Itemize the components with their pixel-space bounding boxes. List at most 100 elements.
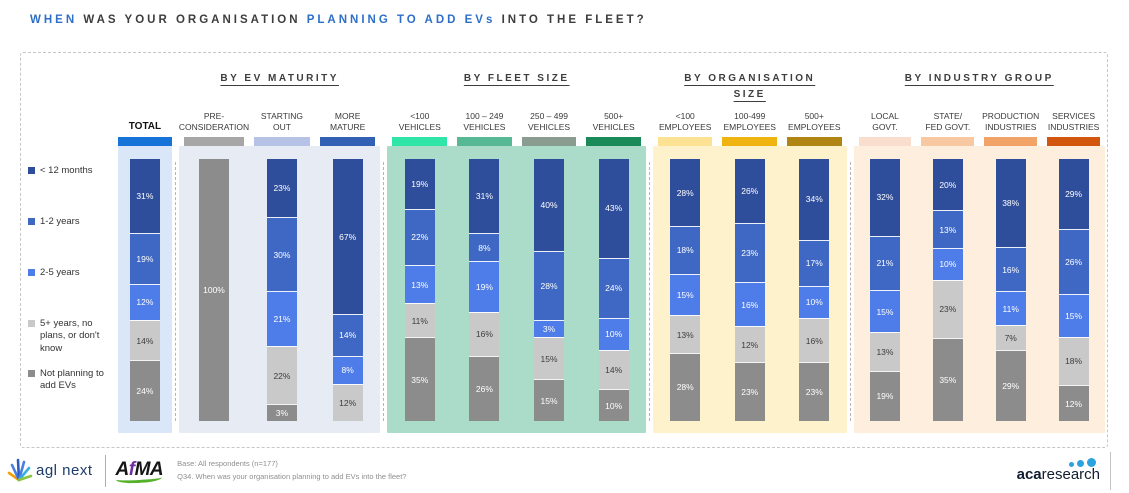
bar-segment: 21% [266,291,297,347]
column-chip [722,137,777,146]
column-chip [457,137,512,146]
bar-segment: 12% [129,284,160,320]
column-chip [254,137,310,146]
group-divider [849,162,851,421]
bar-segment: 11% [995,291,1026,325]
title-part: PLANNING TO ADD EVs [306,14,502,26]
bar-segment: 35% [404,337,435,421]
bar-segment: 29% [1058,159,1089,230]
bar-segment: 8% [469,233,500,262]
stacked-bar: 100% [199,159,229,421]
chart-frame [20,52,1108,448]
bar-segment: 12% [1058,385,1089,421]
title-part: WAS YOUR ORGANISATION [83,14,307,26]
bar-segment: 23% [266,159,297,218]
bar-segment: 14% [598,349,629,390]
bar-segment: 24% [598,257,629,318]
group-total: TOTAL 31% 19% 12% 14% 24% [118,62,172,433]
base-line-2: Q34. When was your organisation planning… [177,471,407,481]
bar-segment: 15% [534,379,565,421]
column-chip [319,137,376,146]
bar-segment: 16% [995,247,1026,292]
bar-column: LOCAL GOVT. 32% 21% 15% 13% 19% [854,102,917,433]
bar-wrapper: 19% 22% 13% 11% 35% [387,159,452,421]
bar-column: 250 – 499 VEHICLES 40% 28% 3% 15% 15% [517,102,582,433]
footer-divider [1110,451,1111,490]
column-header: MORE MATURE [330,110,366,132]
bar-column: <100 VEHICLES 19% 22% 13% 11% 35% [387,102,452,433]
bar-wrapper: 29% 26% 15% 18% 12% [1042,159,1105,421]
bar-column: STATE/ FED GOVT. 20% 13% 10% 23% 35% [916,102,979,433]
bar-segment: 40% [534,159,565,252]
stacked-bar: 20% 13% 10% 23% 35% [932,159,963,421]
bar-segment: 24% [129,360,160,421]
group-title [118,62,172,102]
column-header: 500+ VEHICLES [592,110,635,132]
bar-column: MORE MATURE 67% 14% 8% 12% [315,102,381,433]
legend-label: Not planning to add EVs [40,368,104,392]
bar-segment: 18% [670,226,701,274]
bar-segment: 13% [932,210,963,248]
bar-column: TOTAL 31% 19% 12% 14% 24% [118,102,172,433]
group-title-text: BY EV MATURITY [220,73,339,84]
column-chip [392,137,448,146]
legend-label: 1-2 years [40,216,80,227]
stacked-bar: 29% 26% 15% 18% 12% [1058,159,1089,421]
column-header: 100 – 249 VEHICLES [463,110,506,132]
column-header: STARTING OUT [260,110,304,132]
acaresearch-logo: acaresearch [1017,458,1100,483]
bar-column: 100-499 EMPLOYEES 26% 23% 16% 12% 23% [717,102,782,433]
group-title-text: BY INDUSTRY GROUP [904,73,1054,84]
bar-segment: 16% [469,311,500,356]
column-chip [586,137,641,146]
column-chip [1047,137,1101,146]
group-title: BY FLEET SIZE [387,62,645,102]
stacked-bar: 31% 8% 19% 16% 26% [469,159,500,421]
bar-segment: 26% [734,159,765,224]
bar-segment: 32% [869,159,900,236]
column-chip [521,137,577,146]
bar-wrapper: 67% 14% 8% 12% [315,159,381,421]
bar-segment: 19% [404,159,435,209]
bar-segment: 3% [266,403,297,421]
column-header: 250 – 499 VEHICLES [528,110,571,132]
group-title-text: BY ORGANISATION SIZE [684,73,816,100]
legend-label: < 12 months [40,165,93,176]
column-chip [118,137,172,146]
logo-divider [104,454,106,487]
agl-sunburst-icon [7,458,33,481]
column-header: 100-499 EMPLOYEES [723,110,776,132]
bar-wrapper: 100% [179,159,249,421]
bar-segment: 13% [670,315,701,353]
bar-segment: 10% [932,247,963,280]
legend-marker-icon [28,167,35,174]
bar-wrapper: 38% 16% 11% 7% 29% [979,159,1042,421]
bar-column: STARTING OUT 23% 30% 21% 22% 3% [249,102,315,433]
stacked-bar: 32% 21% 15% 13% 19% [869,159,900,422]
bar-segment: 29% [995,350,1026,421]
group-divider [648,162,650,421]
bar-segment: 26% [1058,229,1089,295]
agl-next-logo-text: agl next [36,462,93,479]
bar-segment: 13% [404,265,435,304]
group-divider [174,162,176,421]
stacked-bar: 40% 28% 3% 15% 15% [534,159,565,421]
base-note: Base: All respondents (n=177) Q34. When … [177,458,406,484]
legend-marker-icon [28,320,35,327]
legend-marker-icon [28,218,35,225]
group-title-text: BY FLEET SIZE [463,73,570,84]
bar-segment: 19% [129,233,160,284]
bar-segment: 22% [404,208,435,266]
page-title: WHEN WAS YOUR ORGANISATION PLANNING TO A… [30,14,647,26]
stacked-bar: 19% 22% 13% 11% 35% [404,159,435,421]
bar-segment: 14% [332,314,363,356]
acaresearch-dots-icon [1069,458,1100,467]
legend-item: Not planning to add EVs [28,368,104,393]
bar-segment: 14% [129,319,160,361]
bar-segment: 15% [670,273,701,316]
group-by-organisation-size: BY ORGANISATION SIZE <100 EMPLOYEES 28% 18%… [652,62,847,433]
bar-segment: 15% [1058,294,1089,337]
bar-segment: 16% [734,281,765,327]
bar-wrapper: 31% 8% 19% 16% 26% [452,159,517,421]
